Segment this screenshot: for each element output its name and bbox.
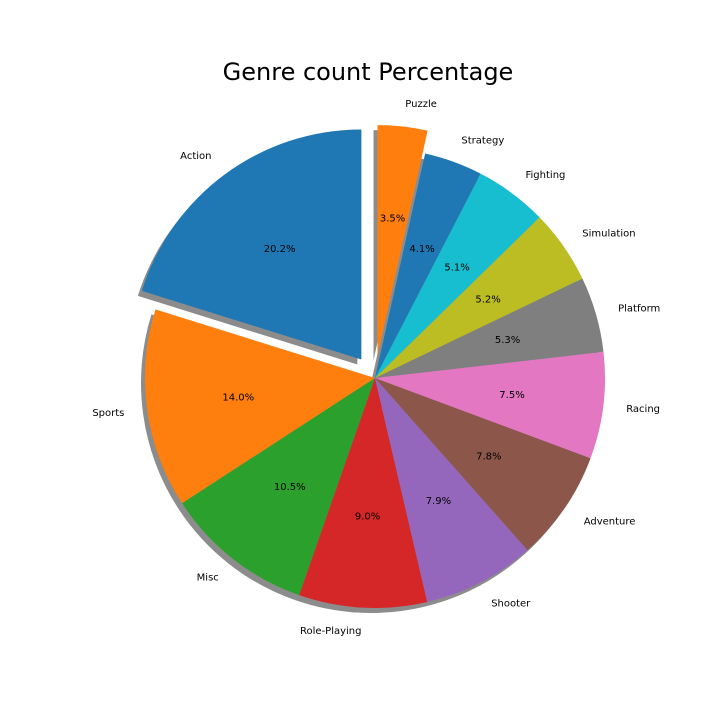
slice-strategy bbox=[375, 153, 481, 378]
slice-label-puzzle: Puzzle bbox=[405, 99, 437, 110]
percent-label-strategy: 4.1% bbox=[409, 244, 434, 255]
slice-role-playing bbox=[299, 378, 428, 608]
percent-label-role-playing: 9.0% bbox=[355, 511, 380, 522]
chart-title: Genre count Percentage bbox=[223, 58, 514, 86]
percent-label-adventure: 7.8% bbox=[476, 452, 501, 463]
slice-shooter bbox=[375, 378, 528, 602]
slice-simulation bbox=[375, 217, 583, 378]
slice-label-adventure: Adventure bbox=[584, 517, 636, 528]
percent-label-fighting: 5.1% bbox=[444, 263, 469, 274]
slice-misc bbox=[182, 378, 375, 596]
slice-racing bbox=[375, 351, 605, 459]
slice-label-simulation: Simulation bbox=[582, 229, 635, 240]
slice-label-fighting: Fighting bbox=[526, 170, 566, 181]
slice-sports bbox=[145, 309, 375, 504]
slice-puzzle bbox=[377, 125, 428, 356]
slice-label-platform: Platform bbox=[618, 303, 660, 314]
slice-label-misc: Misc bbox=[197, 573, 219, 584]
percent-label-sports: 14.0% bbox=[222, 392, 254, 403]
percent-label-racing: 7.5% bbox=[499, 390, 524, 401]
slice-adventure bbox=[375, 378, 591, 551]
slice-label-racing: Racing bbox=[626, 404, 660, 415]
percent-label-simulation: 5.2% bbox=[475, 294, 500, 305]
slice-platform bbox=[375, 278, 604, 378]
slice-fighting bbox=[375, 173, 540, 378]
slice-label-sports: Sports bbox=[92, 408, 124, 419]
slice-label-role-playing: Role-Playing bbox=[300, 626, 361, 637]
slice-label-shooter: Shooter bbox=[491, 598, 531, 609]
slice-label-action: Action bbox=[180, 151, 211, 162]
percent-labels: 20.2% 14.0% 10.5% 9.0% 7.9% 7.8% 7.5% 5.3% 5.2% 5… bbox=[222, 214, 524, 523]
slice-label-strategy: Strategy bbox=[461, 136, 504, 147]
percent-label-puzzle: 3.5% bbox=[380, 214, 405, 225]
percent-label-action: 20.2% bbox=[264, 244, 296, 255]
slice-action bbox=[141, 129, 362, 360]
slices bbox=[141, 125, 605, 608]
slice-labels: Action Sports Misc Role-Playing Shooter Adven… bbox=[92, 99, 660, 637]
percent-label-misc: 10.5% bbox=[274, 482, 306, 493]
percent-label-shooter: 7.9% bbox=[426, 496, 451, 507]
percent-label-platform: 5.3% bbox=[495, 335, 520, 346]
